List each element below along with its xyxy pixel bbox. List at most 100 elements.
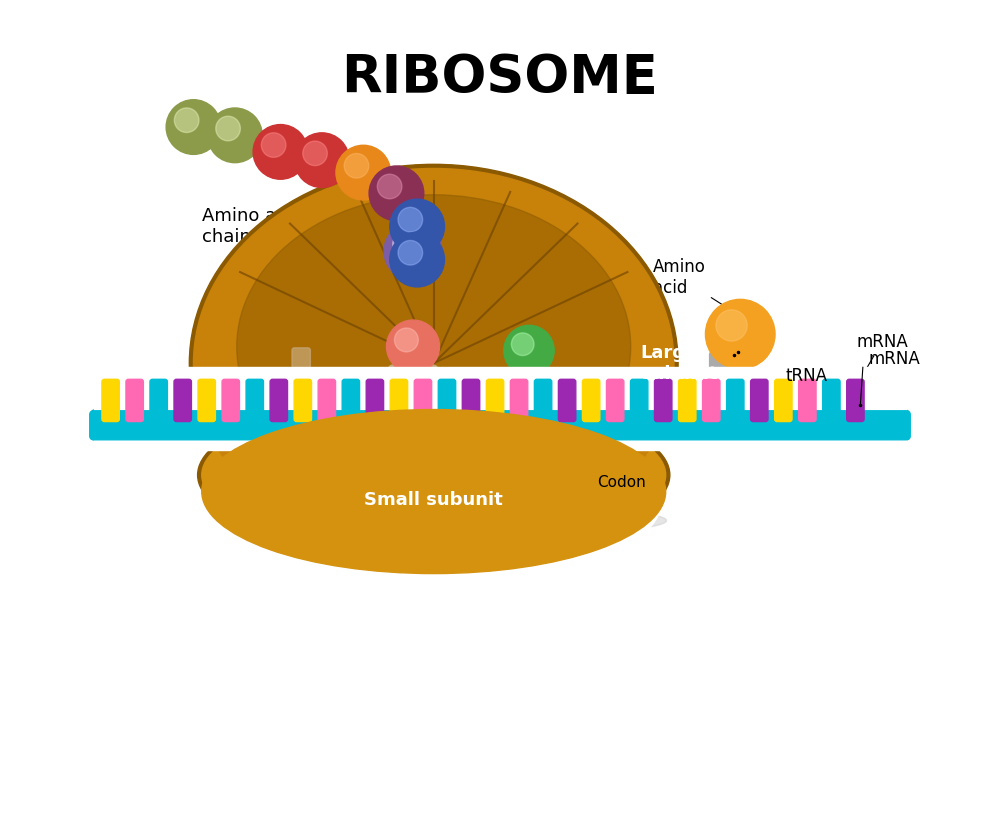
FancyBboxPatch shape (174, 379, 191, 421)
FancyBboxPatch shape (92, 410, 908, 421)
Circle shape (387, 320, 440, 373)
Ellipse shape (237, 194, 631, 499)
FancyBboxPatch shape (102, 379, 119, 421)
FancyBboxPatch shape (278, 369, 325, 424)
FancyBboxPatch shape (246, 379, 263, 421)
FancyBboxPatch shape (727, 379, 744, 421)
FancyBboxPatch shape (486, 379, 504, 421)
Circle shape (166, 100, 221, 154)
FancyBboxPatch shape (270, 379, 288, 421)
FancyBboxPatch shape (294, 379, 312, 421)
FancyBboxPatch shape (534, 379, 552, 421)
Circle shape (504, 325, 554, 375)
FancyBboxPatch shape (403, 340, 423, 378)
Text: Amino
acid: Amino acid (653, 258, 734, 312)
FancyBboxPatch shape (710, 352, 746, 399)
FancyBboxPatch shape (90, 411, 910, 440)
Ellipse shape (202, 409, 666, 574)
Circle shape (253, 124, 308, 179)
Circle shape (398, 208, 423, 232)
FancyBboxPatch shape (823, 379, 840, 421)
FancyBboxPatch shape (318, 379, 336, 421)
FancyBboxPatch shape (318, 379, 336, 421)
FancyBboxPatch shape (486, 379, 504, 421)
FancyBboxPatch shape (438, 379, 456, 421)
FancyBboxPatch shape (292, 348, 310, 383)
FancyBboxPatch shape (655, 379, 672, 421)
FancyBboxPatch shape (462, 379, 480, 421)
FancyBboxPatch shape (606, 379, 624, 421)
FancyBboxPatch shape (150, 379, 167, 421)
Ellipse shape (189, 164, 678, 562)
Ellipse shape (193, 168, 674, 558)
Text: RIBOSOME: RIBOSOME (342, 53, 658, 104)
FancyBboxPatch shape (366, 379, 384, 421)
Ellipse shape (198, 396, 670, 554)
Text: Codon: Codon (600, 475, 649, 490)
FancyBboxPatch shape (847, 379, 864, 421)
Circle shape (336, 145, 391, 200)
Circle shape (394, 328, 418, 352)
FancyBboxPatch shape (519, 344, 539, 380)
FancyBboxPatch shape (150, 379, 167, 421)
Text: Small subunit: Small subunit (364, 491, 503, 509)
Circle shape (384, 223, 442, 280)
FancyBboxPatch shape (294, 379, 312, 421)
FancyBboxPatch shape (799, 379, 816, 421)
FancyBboxPatch shape (679, 379, 696, 421)
FancyBboxPatch shape (270, 379, 288, 421)
FancyBboxPatch shape (388, 364, 438, 424)
Text: Small subunit: Small subunit (364, 483, 503, 500)
FancyBboxPatch shape (510, 379, 528, 421)
Text: Large
subunit: Large subunit (641, 344, 717, 383)
FancyBboxPatch shape (102, 379, 119, 421)
Text: mRNA: mRNA (869, 350, 920, 368)
FancyBboxPatch shape (703, 379, 720, 421)
Ellipse shape (202, 400, 666, 550)
Circle shape (174, 108, 199, 133)
FancyBboxPatch shape (126, 379, 143, 421)
FancyBboxPatch shape (751, 379, 768, 421)
Text: tRNA: tRNA (786, 367, 828, 384)
Circle shape (390, 232, 444, 287)
Ellipse shape (234, 504, 667, 537)
FancyBboxPatch shape (582, 379, 600, 421)
FancyBboxPatch shape (655, 379, 672, 421)
FancyBboxPatch shape (414, 379, 432, 421)
FancyBboxPatch shape (799, 379, 816, 421)
FancyBboxPatch shape (414, 379, 432, 421)
Polygon shape (682, 392, 773, 442)
Circle shape (398, 240, 423, 265)
Circle shape (295, 133, 349, 188)
FancyBboxPatch shape (342, 379, 360, 421)
Circle shape (511, 333, 534, 355)
Ellipse shape (205, 412, 662, 587)
Text: mRNA: mRNA (849, 333, 908, 398)
FancyBboxPatch shape (630, 379, 648, 421)
FancyBboxPatch shape (462, 379, 480, 421)
FancyBboxPatch shape (174, 379, 191, 421)
Circle shape (261, 133, 286, 158)
Circle shape (303, 141, 327, 166)
FancyBboxPatch shape (438, 379, 456, 421)
Circle shape (369, 166, 424, 221)
Circle shape (705, 299, 775, 369)
FancyBboxPatch shape (703, 379, 720, 421)
FancyBboxPatch shape (823, 379, 840, 421)
FancyBboxPatch shape (390, 379, 408, 421)
Circle shape (344, 153, 369, 178)
FancyBboxPatch shape (606, 379, 624, 421)
FancyBboxPatch shape (505, 367, 553, 424)
FancyBboxPatch shape (775, 379, 792, 421)
Circle shape (216, 116, 240, 141)
FancyBboxPatch shape (126, 379, 143, 421)
FancyBboxPatch shape (94, 367, 906, 450)
Circle shape (390, 199, 444, 254)
FancyBboxPatch shape (390, 379, 408, 421)
FancyBboxPatch shape (727, 379, 744, 421)
FancyBboxPatch shape (558, 379, 576, 421)
FancyBboxPatch shape (630, 379, 648, 421)
Circle shape (208, 108, 262, 163)
Circle shape (393, 231, 419, 257)
FancyBboxPatch shape (198, 379, 215, 421)
